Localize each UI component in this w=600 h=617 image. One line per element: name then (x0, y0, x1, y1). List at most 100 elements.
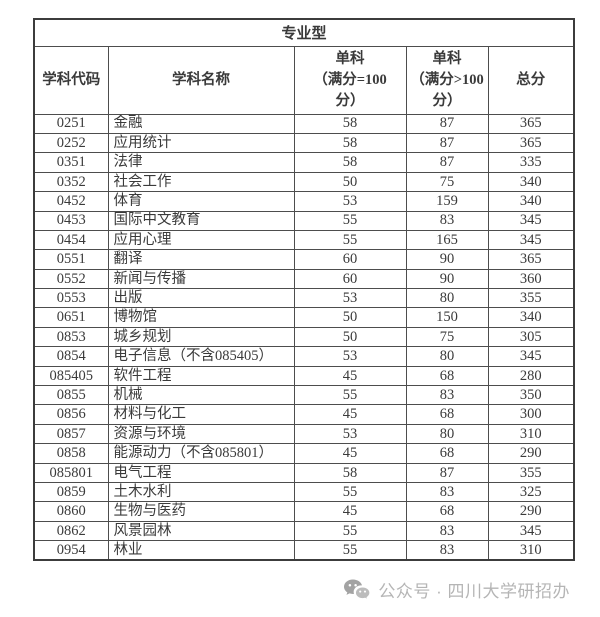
cell-single-gt-100: 87 (405, 113, 489, 134)
table-row: 0856 材料与化工 45 68 300 (33, 404, 575, 425)
table-row: 0859 土木水利 55 83 325 (33, 481, 575, 503)
cell-subject-code: 0552 (33, 268, 109, 290)
cell-total-score: 350 (487, 385, 575, 406)
cell-single-eq-100: 58 (293, 132, 407, 154)
cell-single-gt-100: 150 (405, 307, 489, 328)
cell-single-eq-100: 58 (293, 462, 407, 483)
cell-total-score: 365 (487, 249, 575, 270)
cell-single-eq-100: 58 (293, 152, 407, 173)
wechat-icon (343, 578, 371, 602)
cell-single-gt-100: 75 (405, 326, 489, 348)
cell-total-score: 360 (487, 268, 575, 290)
cell-single-eq-100: 60 (293, 268, 407, 290)
cell-subject-code: 0853 (33, 326, 109, 348)
cell-subject-name: 资源与环境 (107, 423, 295, 445)
cell-subject-code: 0862 (33, 520, 109, 542)
cell-single-gt-100: 87 (405, 132, 489, 154)
cell-total-score: 300 (487, 404, 575, 425)
cell-single-gt-100: 90 (405, 249, 489, 270)
cell-single-gt-100: 90 (405, 268, 489, 290)
cell-single-gt-100: 87 (405, 462, 489, 483)
cell-subject-name: 生物与医药 (107, 501, 295, 522)
cell-subject-code: 0352 (33, 171, 109, 193)
cell-single-eq-100: 45 (293, 404, 407, 425)
cell-single-eq-100: 50 (293, 326, 407, 348)
table-row: 0860 生物与医药 45 68 290 (33, 501, 575, 522)
cell-subject-code: 0858 (33, 443, 109, 464)
cell-subject-name: 法律 (107, 152, 295, 173)
cell-subject-name: 软件工程 (107, 365, 295, 387)
cell-total-score: 340 (487, 191, 575, 212)
cell-total-score: 345 (487, 210, 575, 231)
cell-single-eq-100: 53 (293, 191, 407, 212)
cell-total-score: 310 (487, 540, 575, 561)
cell-single-gt-100: 80 (405, 288, 489, 309)
cell-single-eq-100: 45 (293, 443, 407, 464)
table-row: 0453 国际中文教育 55 83 345 (33, 210, 575, 231)
cell-total-score: 345 (487, 229, 575, 251)
cell-subject-name: 体育 (107, 191, 295, 212)
table-row: 0857 资源与环境 53 80 310 (33, 423, 575, 445)
cell-single-eq-100: 45 (293, 365, 407, 387)
cell-single-gt-100: 83 (405, 481, 489, 503)
cell-single-eq-100: 50 (293, 307, 407, 328)
cell-subject-code: 0855 (33, 385, 109, 406)
cell-subject-name: 土木水利 (107, 481, 295, 503)
cell-single-eq-100: 60 (293, 249, 407, 270)
cell-single-gt-100: 75 (405, 171, 489, 193)
cell-subject-name: 博物馆 (107, 307, 295, 328)
cell-subject-name: 林业 (107, 540, 295, 561)
cell-subject-code: 0251 (33, 113, 109, 134)
column-header-subject-name: 学科名称 (107, 45, 295, 115)
cell-single-gt-100: 83 (405, 520, 489, 542)
cell-subject-code: 0453 (33, 210, 109, 231)
cell-single-gt-100: 68 (405, 404, 489, 425)
cell-single-eq-100: 55 (293, 229, 407, 251)
cell-single-eq-100: 53 (293, 288, 407, 309)
cell-single-gt-100: 87 (405, 152, 489, 173)
cell-subject-code: 0857 (33, 423, 109, 445)
column-header-single-eq-100: 单科 （满分=100 分） (293, 45, 407, 115)
cell-subject-code: 0856 (33, 404, 109, 425)
table-header-row: 学科代码 学科名称 单科 （满分=100 分） 单科 （满分>100 分） 总分 (33, 45, 575, 115)
cell-subject-name: 国际中文教育 (107, 210, 295, 231)
cell-total-score: 365 (487, 132, 575, 154)
cell-single-gt-100: 83 (405, 210, 489, 231)
table-row: 085801 电气工程 58 87 355 (33, 462, 575, 483)
table-group-header-row: 专业型 (33, 18, 575, 47)
table-row: 0551 翻译 60 90 365 (33, 249, 575, 270)
cell-subject-code: 0351 (33, 152, 109, 173)
cell-subject-name: 材料与化工 (107, 404, 295, 425)
cell-subject-code: 085405 (33, 365, 109, 387)
cell-subject-name: 应用统计 (107, 132, 295, 154)
score-table: 专业型 学科代码 学科名称 单科 （满分=100 分） 单科 （满分>100 分… (33, 18, 576, 562)
cell-subject-code: 0860 (33, 501, 109, 522)
table-row: 0853 城乡规划 50 75 305 (33, 326, 575, 348)
cell-subject-name: 能源动力（不含085801） (107, 443, 295, 464)
cell-subject-code: 0954 (33, 540, 109, 561)
cell-subject-name: 风景园林 (107, 520, 295, 542)
cell-single-eq-100: 53 (293, 423, 407, 445)
cell-total-score: 345 (487, 520, 575, 542)
cell-total-score: 365 (487, 113, 575, 134)
cell-subject-code: 085801 (33, 462, 109, 483)
cell-single-eq-100: 55 (293, 520, 407, 542)
table-row: 0553 出版 53 80 355 (33, 288, 575, 309)
cell-subject-name: 社会工作 (107, 171, 295, 193)
cell-total-score: 355 (487, 462, 575, 483)
cell-subject-name: 金融 (107, 113, 295, 134)
cell-total-score: 290 (487, 443, 575, 464)
table-row: 0452 体育 53 159 340 (33, 191, 575, 212)
table-row: 0651 博物馆 50 150 340 (33, 307, 575, 328)
cell-subject-code: 0551 (33, 249, 109, 270)
table-row: 0858 能源动力（不含085801） 45 68 290 (33, 443, 575, 464)
cell-subject-name: 城乡规划 (107, 326, 295, 348)
cell-total-score: 325 (487, 481, 575, 503)
table-row: 0552 新闻与传播 60 90 360 (33, 268, 575, 290)
cell-single-eq-100: 45 (293, 501, 407, 522)
table-body: 0251 金融 58 87 365 0252 应用统计 58 87 365 0351 法律 58 87 33… (33, 113, 575, 561)
cell-total-score: 340 (487, 307, 575, 328)
cell-single-eq-100: 55 (293, 540, 407, 561)
table-row: 0954 林业 55 83 310 (33, 540, 575, 561)
